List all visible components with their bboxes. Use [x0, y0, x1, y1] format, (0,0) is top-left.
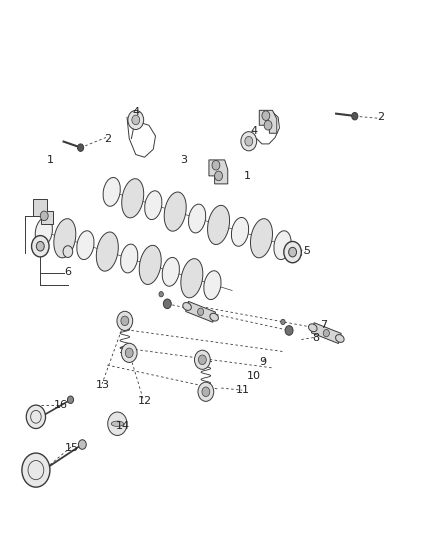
Circle shape — [212, 160, 220, 170]
Circle shape — [245, 136, 253, 146]
Circle shape — [22, 453, 50, 487]
Ellipse shape — [96, 232, 118, 271]
Text: 3: 3 — [180, 155, 187, 165]
Text: 8: 8 — [312, 334, 319, 343]
Ellipse shape — [54, 219, 76, 258]
Polygon shape — [259, 110, 277, 133]
Polygon shape — [311, 322, 341, 344]
Circle shape — [198, 308, 204, 316]
Circle shape — [128, 110, 144, 130]
Text: 1: 1 — [244, 171, 251, 181]
Text: 11: 11 — [236, 385, 250, 395]
Circle shape — [40, 211, 48, 221]
Circle shape — [198, 355, 206, 365]
Text: 12: 12 — [138, 396, 152, 406]
Circle shape — [121, 316, 129, 326]
Ellipse shape — [336, 335, 344, 342]
Text: 2: 2 — [104, 134, 111, 143]
Ellipse shape — [145, 191, 162, 220]
Ellipse shape — [77, 231, 94, 260]
Circle shape — [108, 412, 127, 435]
Ellipse shape — [120, 244, 138, 273]
Ellipse shape — [210, 313, 219, 321]
Text: 1: 1 — [47, 155, 54, 165]
Circle shape — [32, 236, 49, 257]
Ellipse shape — [122, 179, 144, 218]
Circle shape — [117, 311, 133, 330]
Ellipse shape — [35, 217, 53, 246]
Circle shape — [159, 292, 163, 297]
Text: 9: 9 — [259, 358, 266, 367]
Circle shape — [285, 326, 293, 335]
Circle shape — [125, 348, 133, 358]
Circle shape — [281, 319, 285, 325]
Ellipse shape — [308, 324, 317, 332]
Text: 4: 4 — [132, 107, 139, 117]
Polygon shape — [209, 160, 228, 184]
Ellipse shape — [251, 219, 272, 258]
Circle shape — [323, 329, 329, 337]
Circle shape — [132, 115, 140, 125]
Ellipse shape — [139, 245, 161, 285]
Circle shape — [241, 132, 257, 151]
Ellipse shape — [164, 192, 186, 231]
Text: 14: 14 — [116, 422, 130, 431]
Text: 6: 6 — [64, 267, 71, 277]
Circle shape — [289, 247, 297, 257]
Text: 10: 10 — [247, 371, 261, 381]
Circle shape — [78, 144, 84, 151]
Text: 16: 16 — [53, 400, 67, 410]
Circle shape — [262, 111, 270, 120]
Circle shape — [67, 396, 74, 403]
Circle shape — [78, 440, 86, 449]
Circle shape — [36, 241, 44, 251]
Ellipse shape — [204, 271, 221, 300]
Circle shape — [163, 299, 171, 309]
Text: 15: 15 — [65, 443, 79, 453]
Polygon shape — [186, 301, 215, 322]
Text: 5: 5 — [303, 246, 310, 255]
Ellipse shape — [103, 177, 120, 206]
Text: 7: 7 — [321, 320, 328, 330]
Ellipse shape — [231, 217, 249, 246]
Circle shape — [63, 246, 73, 257]
Circle shape — [198, 382, 214, 401]
Text: 13: 13 — [96, 380, 110, 390]
Circle shape — [215, 171, 223, 181]
Text: 2: 2 — [378, 112, 385, 122]
Ellipse shape — [208, 205, 230, 245]
Circle shape — [284, 241, 301, 263]
Circle shape — [352, 112, 358, 120]
Ellipse shape — [183, 303, 191, 310]
Circle shape — [202, 387, 210, 397]
Polygon shape — [33, 199, 53, 224]
Ellipse shape — [188, 204, 206, 233]
Ellipse shape — [162, 257, 180, 286]
Ellipse shape — [274, 231, 291, 260]
Ellipse shape — [181, 259, 203, 298]
Ellipse shape — [111, 421, 124, 426]
Circle shape — [121, 343, 137, 362]
Circle shape — [26, 405, 46, 429]
Circle shape — [264, 120, 272, 130]
Text: 4: 4 — [251, 126, 258, 135]
Circle shape — [194, 350, 210, 369]
